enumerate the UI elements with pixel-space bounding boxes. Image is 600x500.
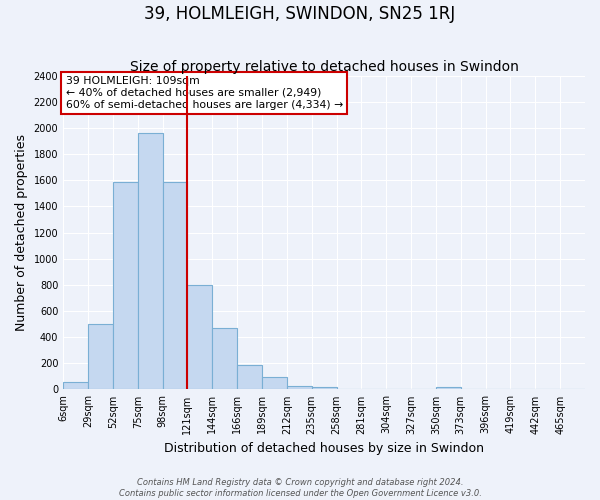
Bar	[212, 328, 237, 390]
Bar	[163, 182, 187, 390]
Bar	[262, 377, 287, 390]
Bar	[88, 324, 113, 390]
Bar	[138, 133, 163, 390]
Text: 39 HOLMLEIGH: 109sqm
← 40% of detached houses are smaller (2,949)
60% of semi-de: 39 HOLMLEIGH: 109sqm ← 40% of detached h…	[65, 76, 343, 110]
Text: 39, HOLMLEIGH, SWINDON, SN25 1RJ: 39, HOLMLEIGH, SWINDON, SN25 1RJ	[145, 5, 455, 23]
Bar	[187, 286, 212, 390]
Bar	[237, 364, 262, 390]
Bar	[63, 382, 88, 390]
X-axis label: Distribution of detached houses by size in Swindon: Distribution of detached houses by size …	[164, 442, 484, 455]
Title: Size of property relative to detached houses in Swindon: Size of property relative to detached ho…	[130, 60, 518, 74]
Bar	[287, 386, 311, 390]
Text: Contains HM Land Registry data © Crown copyright and database right 2024.
Contai: Contains HM Land Registry data © Crown c…	[119, 478, 481, 498]
Y-axis label: Number of detached properties: Number of detached properties	[15, 134, 28, 331]
Bar	[113, 182, 138, 390]
Bar	[311, 387, 337, 390]
Bar	[436, 387, 461, 390]
